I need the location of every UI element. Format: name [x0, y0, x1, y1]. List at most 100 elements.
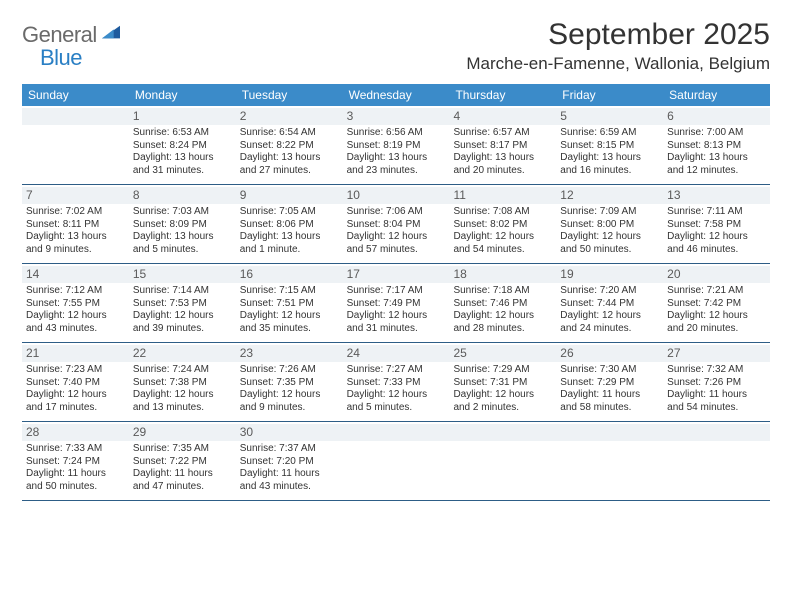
- day-cell: 29Sunrise: 7:35 AMSunset: 7:22 PMDayligh…: [129, 422, 236, 500]
- day-number: 20: [663, 266, 770, 283]
- day-info-line: Sunset: 7:42 PM: [667, 298, 766, 311]
- day-cell: 14Sunrise: 7:12 AMSunset: 7:55 PMDayligh…: [22, 264, 129, 342]
- week-row: 7Sunrise: 7:02 AMSunset: 8:11 PMDaylight…: [22, 185, 770, 264]
- day-number: 15: [129, 266, 236, 283]
- day-cell: 1Sunrise: 6:53 AMSunset: 8:24 PMDaylight…: [129, 106, 236, 184]
- header: General Blue September 2025 Marche-en-Fa…: [22, 18, 770, 74]
- day-info-line: Daylight: 12 hours: [240, 389, 339, 402]
- day-number: .: [22, 108, 129, 125]
- day-info-line: Sunset: 8:17 PM: [453, 140, 552, 153]
- day-info-line: Daylight: 13 hours: [133, 152, 232, 165]
- day-info-line: Sunset: 7:26 PM: [667, 377, 766, 390]
- day-info-line: Sunrise: 6:53 AM: [133, 127, 232, 140]
- day-info-line: and 43 minutes.: [240, 481, 339, 494]
- day-number: 11: [449, 187, 556, 204]
- day-cell: 25Sunrise: 7:29 AMSunset: 7:31 PMDayligh…: [449, 343, 556, 421]
- day-info-line: Daylight: 12 hours: [133, 389, 232, 402]
- weekday-header: Saturday: [663, 84, 770, 106]
- day-cell: 30Sunrise: 7:37 AMSunset: 7:20 PMDayligh…: [236, 422, 343, 500]
- day-number: 19: [556, 266, 663, 283]
- weekday-header: Tuesday: [236, 84, 343, 106]
- day-info-line: Daylight: 12 hours: [453, 231, 552, 244]
- day-info-line: Sunset: 8:09 PM: [133, 219, 232, 232]
- day-info-line: and 20 minutes.: [453, 165, 552, 178]
- day-number: 24: [343, 345, 450, 362]
- day-cell: 22Sunrise: 7:24 AMSunset: 7:38 PMDayligh…: [129, 343, 236, 421]
- day-info-line: Sunrise: 7:06 AM: [347, 206, 446, 219]
- day-cell: 9 Sunrise: 7:05 AMSunset: 8:06 PMDaylight…: [236, 185, 343, 263]
- day-info-line: Sunrise: 7:30 AM: [560, 364, 659, 377]
- brand-triangle-icon: [102, 24, 120, 42]
- day-info-line: Daylight: 11 hours: [240, 468, 339, 481]
- day-number: 4: [449, 108, 556, 125]
- day-info-line: Sunset: 7:55 PM: [26, 298, 125, 311]
- day-info-line: Sunrise: 7:15 AM: [240, 285, 339, 298]
- title-block: September 2025 Marche-en-Famenne, Wallon…: [466, 18, 770, 74]
- day-number: 16: [236, 266, 343, 283]
- day-cell: 2Sunrise: 6:54 AMSunset: 8:22 PMDaylight…: [236, 106, 343, 184]
- day-cell: .: [663, 422, 770, 500]
- day-number: 22: [129, 345, 236, 362]
- week-row: 14Sunrise: 7:12 AMSunset: 7:55 PMDayligh…: [22, 264, 770, 343]
- brand-line2: Blue: [40, 48, 120, 68]
- day-info-line: Sunrise: 7:03 AM: [133, 206, 232, 219]
- day-info-line: Sunrise: 7:18 AM: [453, 285, 552, 298]
- day-info-line: and 46 minutes.: [667, 244, 766, 257]
- day-number: 27: [663, 345, 770, 362]
- day-number: 25: [449, 345, 556, 362]
- day-info-line: Daylight: 13 hours: [133, 231, 232, 244]
- day-info-line: Sunset: 8:15 PM: [560, 140, 659, 153]
- day-info-line: and 12 minutes.: [667, 165, 766, 178]
- day-info-line: Sunset: 7:31 PM: [453, 377, 552, 390]
- day-info-line: Sunset: 8:22 PM: [240, 140, 339, 153]
- day-cell: 20Sunrise: 7:21 AMSunset: 7:42 PMDayligh…: [663, 264, 770, 342]
- day-cell: 4Sunrise: 6:57 AMSunset: 8:17 PMDaylight…: [449, 106, 556, 184]
- day-info-line: Sunrise: 7:21 AM: [667, 285, 766, 298]
- calendar-grid: SundayMondayTuesdayWednesdayThursdayFrid…: [22, 84, 770, 501]
- day-info-line: Daylight: 13 hours: [560, 152, 659, 165]
- day-info-line: Daylight: 13 hours: [347, 152, 446, 165]
- day-cell: 23Sunrise: 7:26 AMSunset: 7:35 PMDayligh…: [236, 343, 343, 421]
- day-info-line: Daylight: 12 hours: [347, 231, 446, 244]
- day-number: 21: [22, 345, 129, 362]
- day-info-line: and 24 minutes.: [560, 323, 659, 336]
- day-info-line: and 28 minutes.: [453, 323, 552, 336]
- day-info-line: Sunset: 7:35 PM: [240, 377, 339, 390]
- day-info-line: Sunset: 8:06 PM: [240, 219, 339, 232]
- day-info-line: Daylight: 11 hours: [667, 389, 766, 402]
- day-info-line: Sunrise: 7:08 AM: [453, 206, 552, 219]
- day-number: 10: [343, 187, 450, 204]
- day-number: 5: [556, 108, 663, 125]
- day-number: 28: [22, 424, 129, 441]
- day-info-line: Daylight: 13 hours: [667, 152, 766, 165]
- weekday-header: Thursday: [449, 84, 556, 106]
- weeks-container: .1Sunrise: 6:53 AMSunset: 8:24 PMDayligh…: [22, 106, 770, 501]
- day-info-line: and 54 minutes.: [453, 244, 552, 257]
- day-cell: 11Sunrise: 7:08 AMSunset: 8:02 PMDayligh…: [449, 185, 556, 263]
- day-info-line: and 2 minutes.: [453, 402, 552, 415]
- day-info-line: and 9 minutes.: [26, 244, 125, 257]
- day-info-line: Sunset: 7:29 PM: [560, 377, 659, 390]
- day-info-line: Sunset: 8:11 PM: [26, 219, 125, 232]
- week-row: 21Sunrise: 7:23 AMSunset: 7:40 PMDayligh…: [22, 343, 770, 422]
- day-number: 9: [236, 187, 343, 204]
- day-info-line: Sunrise: 7:05 AM: [240, 206, 339, 219]
- day-number: 29: [129, 424, 236, 441]
- day-info-line: Sunrise: 6:54 AM: [240, 127, 339, 140]
- day-info-line: Sunrise: 7:24 AM: [133, 364, 232, 377]
- weekday-header-row: SundayMondayTuesdayWednesdayThursdayFrid…: [22, 84, 770, 106]
- day-info-line: Sunset: 8:19 PM: [347, 140, 446, 153]
- day-info-line: Daylight: 13 hours: [26, 231, 125, 244]
- day-info-line: Daylight: 12 hours: [26, 389, 125, 402]
- day-info-line: and 43 minutes.: [26, 323, 125, 336]
- day-info-line: and 23 minutes.: [347, 165, 446, 178]
- day-cell: 26Sunrise: 7:30 AMSunset: 7:29 PMDayligh…: [556, 343, 663, 421]
- day-info-line: Sunrise: 7:02 AM: [26, 206, 125, 219]
- day-info-line: Daylight: 12 hours: [560, 310, 659, 323]
- day-number: 8: [129, 187, 236, 204]
- day-info-line: and 35 minutes.: [240, 323, 339, 336]
- day-info-line: Daylight: 13 hours: [240, 231, 339, 244]
- day-info-line: Sunrise: 7:11 AM: [667, 206, 766, 219]
- day-cell: 13Sunrise: 7:11 AMSunset: 7:58 PMDayligh…: [663, 185, 770, 263]
- day-number: 1: [129, 108, 236, 125]
